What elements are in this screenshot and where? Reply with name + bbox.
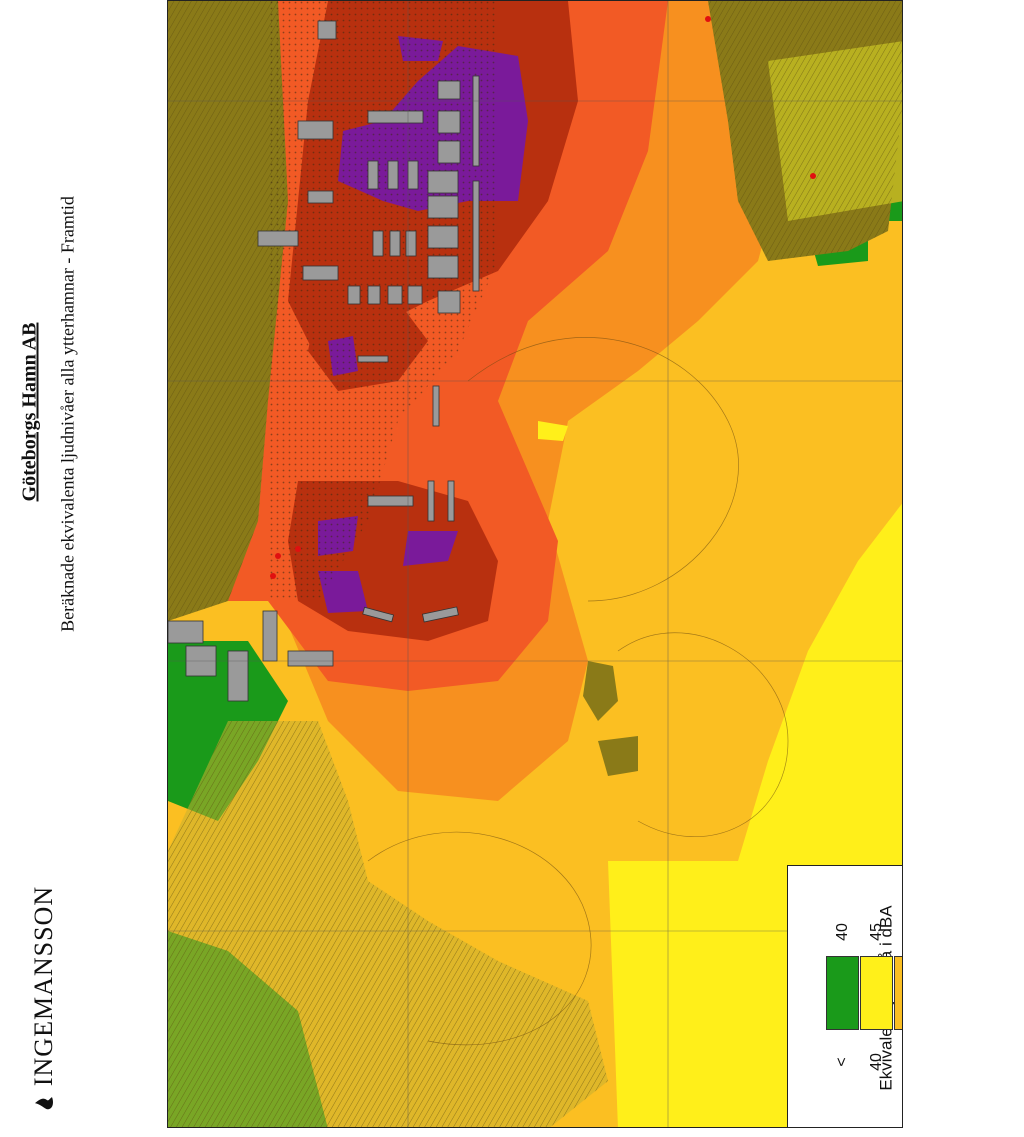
building bbox=[389, 230, 401, 257]
building bbox=[372, 230, 384, 257]
noise-sources bbox=[270, 16, 816, 579]
building bbox=[307, 190, 334, 204]
building bbox=[367, 285, 381, 305]
building bbox=[297, 120, 334, 140]
building bbox=[427, 225, 459, 249]
building bbox=[302, 265, 339, 281]
building bbox=[427, 480, 435, 522]
island-1 bbox=[583, 661, 618, 721]
building bbox=[287, 650, 334, 667]
legend-swatch bbox=[894, 956, 902, 1030]
building bbox=[227, 650, 249, 702]
logo-flame-icon bbox=[35, 1097, 53, 1110]
noise-source-point bbox=[810, 173, 816, 179]
noise-source-point bbox=[705, 16, 711, 22]
building bbox=[472, 180, 480, 292]
building bbox=[387, 160, 399, 190]
building bbox=[432, 385, 440, 427]
building bbox=[437, 110, 461, 134]
building bbox=[472, 75, 480, 167]
building bbox=[437, 140, 461, 164]
building bbox=[362, 606, 395, 623]
legend-lower-label: < bbox=[833, 1057, 851, 1067]
legend-upper-label: 50 bbox=[894, 914, 902, 950]
island-3 bbox=[538, 421, 568, 441]
building bbox=[447, 480, 455, 522]
legend-upper-label: 45 bbox=[867, 923, 885, 941]
logo-text: INGEMANSSON bbox=[29, 885, 58, 1087]
map-subtitle: Beräknade ekvivalenta ljudnivåer alla yt… bbox=[57, 196, 78, 632]
zone-gt65-s2 bbox=[403, 531, 458, 566]
building bbox=[405, 230, 417, 257]
building bbox=[407, 160, 419, 190]
building bbox=[437, 80, 461, 100]
noise-contour-map bbox=[168, 1, 902, 1127]
land-west-strip-texture bbox=[168, 1, 288, 621]
map-grid bbox=[168, 1, 902, 1127]
company-title: Göteborgs Hamn AB bbox=[18, 322, 41, 502]
building bbox=[262, 610, 278, 662]
island-2 bbox=[598, 736, 638, 776]
building bbox=[407, 285, 423, 305]
map-legend: Ekvivalent ljudnivå i dBA 40 < 45 40 50 … bbox=[787, 865, 902, 1127]
noise-map: Ekvivalent ljudnivå i dBA 40 < 45 40 50 … bbox=[167, 0, 903, 1128]
building bbox=[367, 110, 424, 124]
building bbox=[357, 355, 389, 363]
building bbox=[367, 495, 414, 507]
legend-lower-label: 40 bbox=[867, 1053, 885, 1071]
noise-source-point bbox=[275, 553, 281, 559]
building bbox=[257, 230, 299, 247]
legend-swatch bbox=[860, 956, 893, 1030]
building bbox=[367, 160, 379, 190]
zone-gt65-s3 bbox=[318, 571, 368, 613]
noise-source-point bbox=[270, 573, 276, 579]
legend-swatch bbox=[826, 956, 859, 1030]
building bbox=[422, 606, 459, 623]
contour-lines bbox=[367, 337, 789, 1046]
building bbox=[317, 20, 337, 40]
buildings bbox=[168, 20, 480, 702]
land-southwest-texture bbox=[168, 721, 608, 1127]
building bbox=[427, 170, 459, 194]
building bbox=[347, 285, 361, 305]
building bbox=[427, 195, 459, 219]
legend-upper-label: 40 bbox=[833, 923, 851, 941]
ingemansson-logo: INGEMANSSON bbox=[29, 886, 59, 1114]
noise-source-point bbox=[295, 546, 301, 552]
legend-lower-label: 45 bbox=[894, 1044, 902, 1080]
building bbox=[387, 285, 403, 305]
building bbox=[168, 620, 204, 644]
building bbox=[437, 290, 461, 314]
land-northeast-texture bbox=[708, 1, 902, 261]
building bbox=[427, 255, 459, 279]
